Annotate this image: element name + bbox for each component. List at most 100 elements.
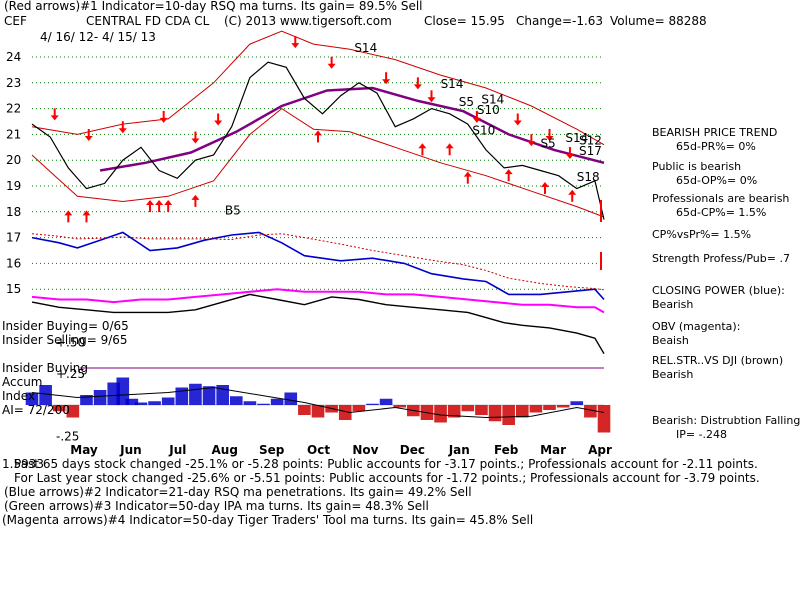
arrow-head — [540, 182, 549, 187]
right-panel-line: BEARISH PRICE TREND — [652, 126, 777, 139]
accum-tick-label: +.25 — [56, 367, 85, 381]
accum-bar — [284, 392, 298, 405]
index-label: Index — [2, 389, 35, 403]
accum-bar — [475, 405, 488, 415]
accum-bar — [488, 405, 502, 422]
ticker: CEF — [4, 14, 27, 28]
accum-tick-label: -.25 — [56, 429, 79, 443]
insider-buying-count: Insider Buying= 0/65 — [2, 319, 129, 333]
insider-buying-label: Insider Buying — [2, 361, 88, 375]
price-line — [31, 61, 605, 220]
accum-bar — [134, 402, 148, 405]
accum-ma-line — [31, 386, 605, 419]
arrow-head — [568, 189, 577, 195]
sell-arrow — [565, 147, 574, 160]
buy-arrow — [146, 200, 155, 213]
accum-index-panel: +.50 +.25 -.25 — [25, 336, 611, 443]
arrow-head — [164, 200, 173, 206]
buy-arrow — [463, 171, 472, 184]
bottom-line-2: For Last year stock changed -25.6% or -5… — [14, 471, 760, 485]
moving-average-line — [99, 86, 605, 172]
closing-power-line — [31, 231, 605, 301]
signal-arrows — [50, 36, 602, 270]
price-gridlines — [32, 56, 604, 290]
buy-arrow — [191, 194, 200, 207]
accum-bar — [352, 405, 366, 412]
signal-label: S18 — [577, 170, 600, 184]
fund-name: CENTRAL FD CDA CL — [86, 14, 210, 28]
buy-arrow — [82, 210, 91, 223]
right-panel-line: Professionals are bearish — [652, 192, 789, 205]
accum-bar — [161, 397, 175, 405]
sell-arrow — [513, 113, 522, 126]
arrow-head — [64, 210, 73, 216]
bottom-line-4: (Green arrows)#3 Indicator=50-day IPA ma… — [4, 499, 429, 513]
arrow-head — [382, 79, 391, 85]
right-panel-line: OBV (magenta): — [652, 320, 740, 333]
right-panel-line: Bearish — [652, 298, 693, 311]
right-panel-line: 65d-OP%= 0% — [676, 174, 757, 187]
signal-label: S14 — [481, 92, 504, 106]
y-tick-label: 15 — [6, 282, 21, 296]
right-panel-line: Strength Profess/Pub= .7 — [652, 252, 790, 265]
signal-label: S14 — [565, 131, 588, 145]
accum-bar — [529, 405, 543, 413]
month-label: Dec — [400, 443, 425, 457]
right-panel-line: 65d-PR%= 0% — [676, 140, 756, 153]
signal-label: S17 — [579, 144, 602, 158]
accum-bar — [502, 405, 515, 425]
accum-bar — [125, 398, 139, 405]
right-panel-line: Bearish: Distrubtion Falling — [652, 414, 800, 427]
signal-label: B5 — [225, 203, 241, 217]
insider-selling-count: Insider Selling= 9/65 — [2, 333, 128, 347]
volume-value: Volume= 88288 — [610, 14, 707, 28]
accum-bar — [66, 405, 80, 418]
sell-arrow — [382, 72, 391, 85]
accum-bar — [257, 403, 270, 405]
month-label: Jun — [119, 443, 142, 457]
accum-bar — [80, 395, 93, 405]
right-panel-line: CLOSING POWER (blue): — [652, 284, 785, 297]
arrow-head — [463, 171, 472, 177]
buy-arrow — [164, 200, 173, 213]
accum-bar — [116, 377, 130, 405]
month-label: Mar — [540, 443, 566, 457]
arrow-head — [214, 120, 223, 126]
signal-label: S5 — [540, 136, 555, 150]
signal-label: S12 — [579, 134, 602, 148]
signal-label: S5 — [459, 95, 474, 109]
sell-arrow — [50, 108, 59, 121]
month-label: Jan — [448, 443, 470, 457]
sell-arrow — [191, 131, 200, 144]
right-panel-line: Public is bearish — [652, 160, 741, 173]
signal-label: S14 — [441, 77, 464, 91]
sell-arrow — [291, 36, 300, 49]
arrow-head — [513, 120, 522, 126]
accum-bar — [338, 405, 352, 420]
accum-bar — [461, 405, 475, 412]
month-label: Nov — [352, 443, 378, 457]
sell-arrow — [118, 121, 127, 134]
y-tick-label: 16 — [6, 256, 21, 270]
arrow-head — [82, 210, 91, 216]
sell-arrow — [327, 56, 336, 69]
closing-power-ma-line — [31, 233, 605, 291]
month-label: Oct — [307, 443, 330, 457]
right-panel-line: CP%vsPr%= 1.5% — [652, 228, 751, 241]
arrow-head — [413, 84, 422, 90]
arrow-head — [504, 169, 513, 175]
signal-label: S10 — [477, 103, 500, 117]
change-value: Change=-1.63 — [516, 14, 603, 28]
right-panel-line: Bearish — [652, 368, 693, 381]
obv-line — [31, 288, 605, 314]
right-panel-line: 65d-CP%= 1.5% — [676, 206, 766, 219]
arrow-head — [191, 138, 200, 144]
arrow-head — [327, 63, 336, 69]
accum-bar — [515, 405, 529, 418]
accum-bar — [175, 387, 189, 405]
arrow-head — [427, 97, 436, 103]
accum-bar — [556, 405, 570, 408]
rel-strength-line — [31, 293, 605, 355]
